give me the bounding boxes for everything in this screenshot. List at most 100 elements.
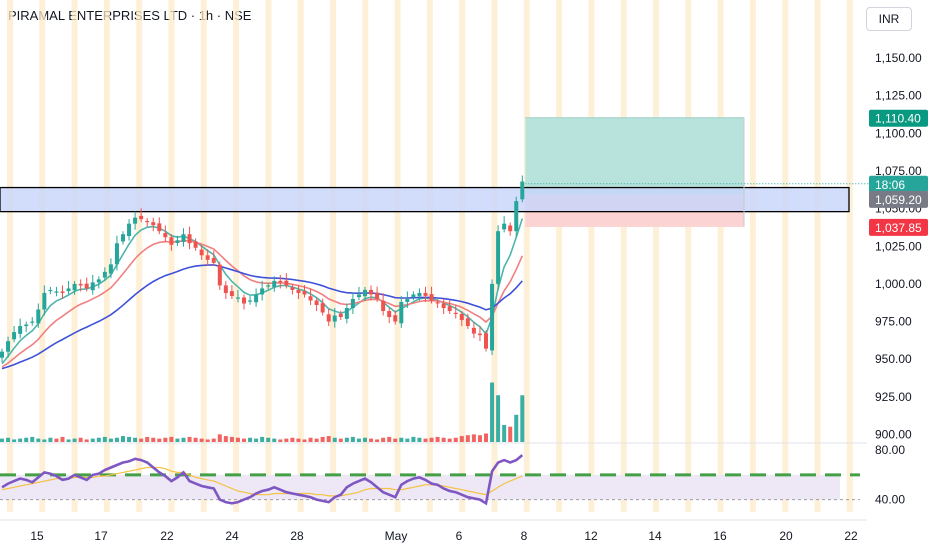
rsi-tick-label: 40.00 <box>875 493 905 507</box>
volume-bar <box>296 438 301 442</box>
candle <box>242 297 246 304</box>
time-tick-label: 14 <box>648 529 662 543</box>
price-tick-label: 1,150.00 <box>875 51 922 65</box>
volume-bar <box>411 436 416 442</box>
volume-bar <box>163 437 168 442</box>
volume-bar <box>260 436 265 442</box>
volume-bar <box>223 436 228 442</box>
volume-bar <box>272 438 277 442</box>
candle <box>96 279 101 283</box>
rsi-tick-label: 80.00 <box>875 443 905 457</box>
volume-bar <box>6 437 11 442</box>
session-stripe <box>200 0 207 512</box>
volume-bar <box>211 438 216 442</box>
volume-bar <box>453 437 458 442</box>
volume-bar <box>350 436 355 442</box>
time-tick-label: 24 <box>225 529 239 543</box>
price-tick-label: 1,125.00 <box>875 89 922 103</box>
price-tags: 1,110.40 18:061,059.20 1,037.85 <box>869 109 928 236</box>
session-stripe <box>588 0 595 512</box>
volume-bar <box>484 433 488 442</box>
volume-bar <box>314 438 319 442</box>
volume-bar <box>169 436 174 442</box>
volume-bar <box>242 438 246 442</box>
candle <box>78 283 83 286</box>
candle <box>187 234 192 244</box>
candle <box>139 215 144 220</box>
candle <box>48 289 53 292</box>
session-stripe <box>717 0 724 512</box>
candle <box>363 289 367 297</box>
price-tag-label: 1,059.20 <box>875 193 922 207</box>
volume-bar <box>326 436 331 442</box>
session-stripe <box>394 0 401 512</box>
volume-bar <box>490 382 495 442</box>
candle <box>272 280 277 288</box>
volume-bar <box>0 438 4 442</box>
candle <box>496 231 501 284</box>
chart-title: PIRAMAL ENTERPRISES LTD · 1h · NSE <box>8 8 252 23</box>
volume-bar <box>320 436 325 442</box>
volume-bar <box>381 437 386 442</box>
session-stripe <box>782 0 789 512</box>
volume-bar <box>435 436 440 442</box>
candle <box>429 294 434 301</box>
candle <box>229 291 234 296</box>
price-tick-label: 900.00 <box>875 427 912 441</box>
volume-bar <box>502 425 507 442</box>
candle <box>393 315 398 322</box>
session-stripe <box>814 0 821 512</box>
candle <box>133 217 138 224</box>
price-tick-label: 1,000.00 <box>875 277 922 291</box>
candle <box>108 264 113 274</box>
price-tag <box>869 190 928 208</box>
candle <box>90 282 95 291</box>
candle <box>266 285 271 287</box>
candle <box>0 351 4 358</box>
candle <box>217 264 222 286</box>
volume-bar <box>181 437 186 442</box>
volume-bar <box>332 437 337 442</box>
candle <box>66 288 71 292</box>
volume-bar <box>465 435 470 442</box>
session-stripe <box>620 0 627 512</box>
candle <box>417 292 422 297</box>
candle <box>344 308 349 319</box>
volume-bar <box>254 438 259 442</box>
volume-bar <box>387 436 392 442</box>
time-tick-label: 28 <box>290 529 304 543</box>
time-tick-label: 15 <box>30 529 44 543</box>
candle <box>42 292 47 310</box>
volume-bar <box>48 437 53 442</box>
session-stripe <box>136 0 143 512</box>
candle <box>127 223 132 237</box>
rsi-line <box>1 454 524 506</box>
volume-bar <box>90 438 95 442</box>
candle <box>296 289 301 293</box>
candle <box>514 201 519 232</box>
volume-bar <box>193 437 198 442</box>
candle <box>477 333 482 336</box>
resistance-zone <box>0 186 850 213</box>
candle <box>332 315 337 322</box>
volume-bar <box>205 439 210 442</box>
price-tick-label: 925.00 <box>875 390 912 404</box>
volume-bar <box>66 439 71 442</box>
session-stripe <box>426 0 433 512</box>
candle <box>405 298 410 302</box>
price-tag-label: 1,110.40 <box>875 112 921 126</box>
volume-bar <box>375 439 380 442</box>
candle <box>12 332 17 340</box>
candle <box>490 283 495 351</box>
candle <box>6 341 11 352</box>
currency-button[interactable]: INR <box>866 7 912 31</box>
volume-bar <box>54 438 59 442</box>
candle <box>302 291 307 295</box>
volume-bar <box>429 437 434 442</box>
session-stripes <box>7 0 853 512</box>
candle <box>278 280 283 283</box>
volume-bar <box>151 437 156 442</box>
candle <box>350 298 355 308</box>
session-stripe <box>846 0 853 512</box>
